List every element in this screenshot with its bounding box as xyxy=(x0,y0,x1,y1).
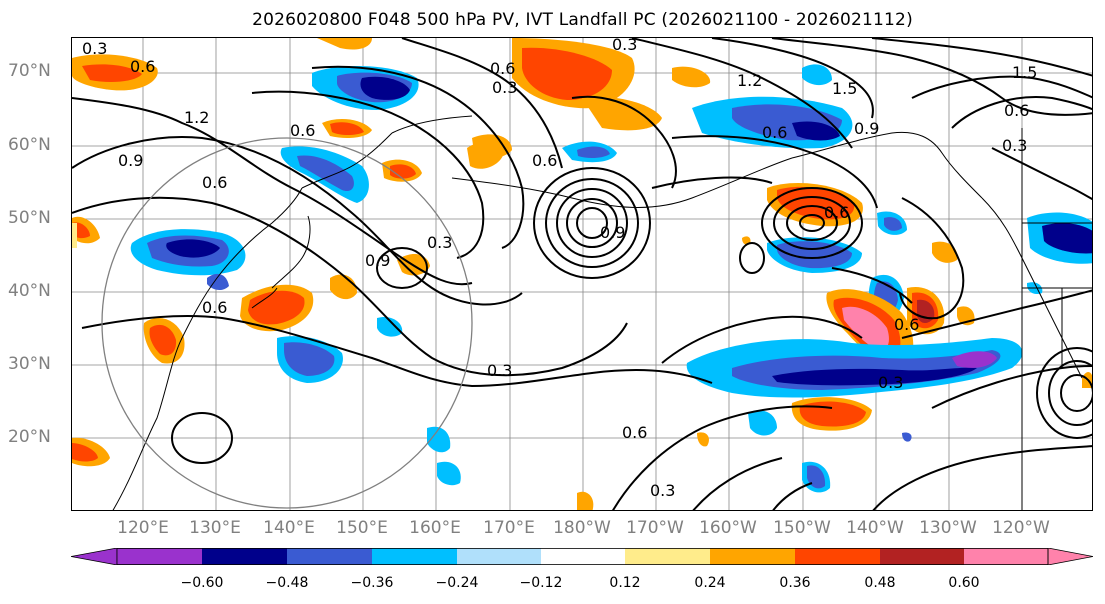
lon-label: 120°E xyxy=(117,518,169,538)
contour-label: 0.3 xyxy=(878,373,903,392)
contour-label: 0.3 xyxy=(487,361,512,380)
lon-label: 180°W xyxy=(553,518,611,538)
lat-label-30n: 30°N xyxy=(8,354,51,374)
contour-label: 1.5 xyxy=(1012,63,1037,82)
colorbar-segment xyxy=(117,548,202,565)
lat-label-50n: 50°N xyxy=(8,208,51,228)
colorbar-segment xyxy=(541,548,625,565)
colorbar-segment xyxy=(287,548,372,565)
contour-label: 0.6 xyxy=(202,298,227,317)
lon-label: 160°E xyxy=(409,518,461,538)
colorbar-upper-arrow xyxy=(1047,547,1094,566)
colorbar-tick-label: 0.60 xyxy=(948,575,980,591)
filled-anomalies xyxy=(72,38,1092,510)
colorbar-segment xyxy=(710,548,795,565)
colorbar-segment xyxy=(625,548,710,565)
colorbar-tick-label: 0.36 xyxy=(779,575,811,591)
radius-circle xyxy=(101,137,473,509)
colorbar-tick-label: −0.36 xyxy=(350,575,394,591)
contour-label: 0.3 xyxy=(427,233,452,252)
contour-label: 0.9 xyxy=(118,151,143,170)
colorbar-tick-label: −0.60 xyxy=(180,575,224,591)
contour-label: 1.2 xyxy=(737,71,762,90)
lon-label: 140°W xyxy=(846,518,904,538)
colorbar-segment xyxy=(457,548,541,565)
colorbar-lower-arrow xyxy=(70,547,118,566)
colorbar-outline xyxy=(116,548,1049,566)
colorbar-segment xyxy=(372,548,457,565)
lat-label-70n: 70°N xyxy=(8,61,51,81)
contour-label: 0.3 xyxy=(492,78,517,97)
map-canvas: 0.3 0.6 1.2 0.6 0.9 0.6 0.3 0.9 0.3 0.6 … xyxy=(72,38,1092,510)
colorbar-tick-label: −0.12 xyxy=(519,575,563,591)
contour-label: 0.3 xyxy=(612,38,637,54)
lon-label: 130°E xyxy=(189,518,241,538)
contour-label: 0.9 xyxy=(600,223,625,242)
map-panel: 0.3 0.6 1.2 0.6 0.9 0.6 0.3 0.9 0.3 0.6 … xyxy=(71,37,1093,511)
contour-label: 0.3 xyxy=(82,39,107,58)
contour-label: 0.6 xyxy=(202,173,227,192)
colorbar-svg xyxy=(70,547,1094,566)
lat-label-40n: 40°N xyxy=(8,281,51,301)
colorbar-tick-label: −0.48 xyxy=(265,575,309,591)
lon-label: 140°E xyxy=(263,518,315,538)
coastlines xyxy=(112,115,1092,510)
graticule xyxy=(72,38,1092,510)
contour-label: 0.6 xyxy=(532,151,557,170)
colorbar-segment xyxy=(880,548,964,565)
colorbar-segment xyxy=(202,548,287,565)
lon-label: 170°E xyxy=(483,518,535,538)
lon-label: 150°W xyxy=(773,518,831,538)
colorbar-tick-label: 0.24 xyxy=(694,575,726,591)
contour-label: 0.6 xyxy=(1004,101,1029,120)
contour-label: 0.6 xyxy=(622,423,647,442)
colorbar-segment xyxy=(795,548,880,565)
lon-label: 160°W xyxy=(699,518,757,538)
contour-label: 0.6 xyxy=(824,203,849,222)
colorbar-segment xyxy=(964,548,1048,565)
contour-label: 0.3 xyxy=(650,481,675,500)
pv-contours xyxy=(72,38,1092,510)
lon-label: 150°E xyxy=(336,518,388,538)
contour-label: 0.6 xyxy=(894,315,919,334)
contour-label: 1.2 xyxy=(184,108,209,127)
contour-label: 0.9 xyxy=(365,251,390,270)
lat-label-60n: 60°N xyxy=(8,135,51,155)
colorbar-tick-label: −0.24 xyxy=(435,575,479,591)
contour-label: 1.5 xyxy=(832,79,857,98)
contour-label: 0.6 xyxy=(762,123,787,142)
closed-low-contours xyxy=(171,167,1092,464)
colorbar-tick-label: 0.12 xyxy=(609,575,641,591)
lon-label: 130°W xyxy=(919,518,977,538)
lon-label: 120°W xyxy=(992,518,1050,538)
colorbar-tick-label: 0.48 xyxy=(864,575,896,591)
map-title: 2026020800 F048 500 hPa PV, IVT Landfall… xyxy=(252,10,913,30)
lon-label: 170°W xyxy=(626,518,684,538)
contour-label: 0.3 xyxy=(1002,136,1027,155)
lat-label-20n: 20°N xyxy=(8,427,51,447)
contour-label: 0.9 xyxy=(854,119,879,138)
contour-label: 0.6 xyxy=(130,57,155,76)
contour-label: 0.6 xyxy=(290,121,315,140)
colorbar xyxy=(70,547,1094,566)
contour-label: 0.6 xyxy=(490,59,515,78)
contour-label-group: 0.3 0.6 1.2 0.6 0.9 0.6 0.3 0.9 0.3 0.6 … xyxy=(82,38,1037,500)
